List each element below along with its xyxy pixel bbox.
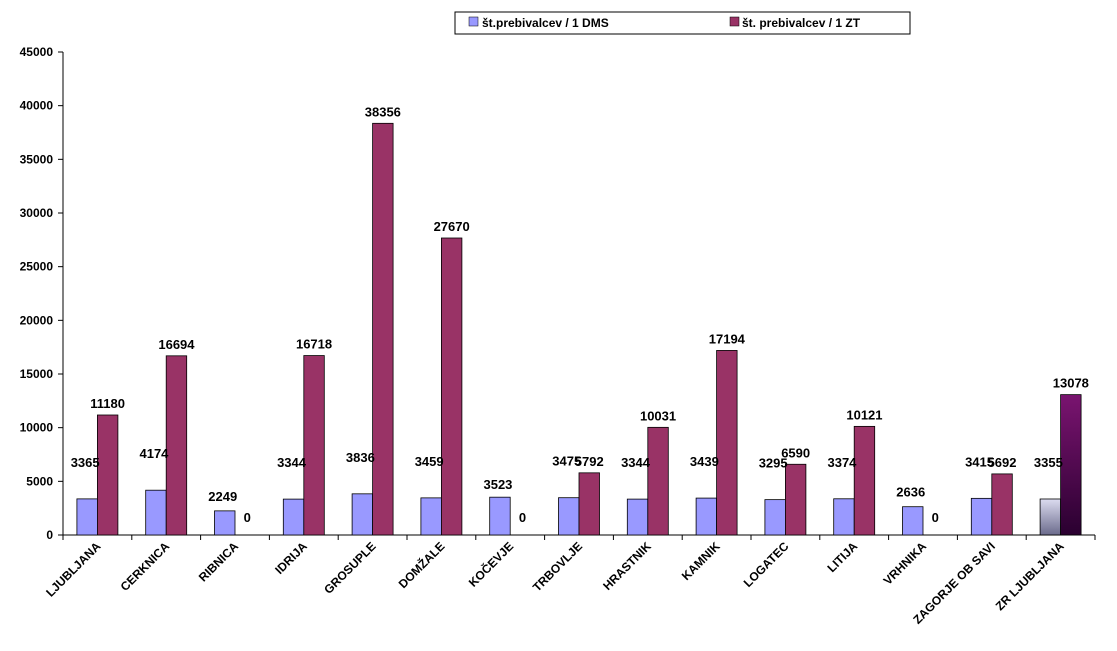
data-label-dms: 3365: [71, 455, 100, 470]
data-label-dms: 3374: [827, 455, 857, 470]
bar-zt: [97, 414, 119, 536]
bar-zt: [785, 463, 807, 536]
x-category-label: KOČEVJE: [465, 539, 516, 590]
x-category-label: GROSUPLE: [321, 539, 379, 597]
data-label-dms: 3295: [759, 456, 788, 471]
y-tick-label: 15000: [20, 367, 54, 381]
data-label-zt: 38356: [365, 104, 401, 119]
data-label-zt: 16694: [158, 337, 195, 352]
bar-zt: [647, 426, 669, 536]
data-label-zt: 10121: [846, 407, 882, 422]
data-label-dms: 3415: [965, 454, 994, 469]
bar-dms: [970, 497, 993, 536]
x-category-label: LJUBLJANA: [43, 539, 104, 600]
bar-zt: [578, 472, 600, 536]
data-label-dms: 3439: [690, 454, 719, 469]
x-category-label: ZR LJUBLJANA: [993, 539, 1067, 613]
data-label-dms: 2249: [208, 489, 237, 504]
bar-dms: [1039, 498, 1061, 536]
data-label-zt: 10031: [640, 408, 676, 423]
bar-dms: [145, 489, 167, 536]
data-label-dms: 3344: [621, 455, 651, 470]
bar-zt: [853, 425, 876, 536]
legend-label-dms: št.prebivalcev / 1 DMS: [482, 16, 609, 30]
x-axis: LJUBLJANA CERKNICA RIBNICA IDRIJA GROSUPLE DO…: [43, 534, 1096, 627]
bar-zt: [372, 122, 394, 536]
data-label-dms: 3344: [277, 455, 307, 470]
bars-group: [76, 122, 1082, 536]
bar-dms: [282, 498, 305, 536]
y-tick-label: 30000: [20, 206, 54, 220]
bar-dms: [76, 498, 98, 536]
x-category-label: VRHNIKA: [881, 539, 930, 588]
y-tick-label: 40000: [20, 99, 54, 113]
y-tick-label: 20000: [20, 313, 54, 327]
data-label-dms: 2636: [896, 485, 925, 500]
y-tick-label: 35000: [20, 152, 54, 166]
legend-swatch-zt: [729, 16, 740, 27]
y-tick-label: 25000: [20, 260, 54, 274]
bar-zt: [303, 355, 325, 536]
x-category-label: CERKNICA: [118, 539, 173, 594]
y-tick-label: 0: [46, 528, 53, 542]
y-tick-label: 45000: [20, 45, 54, 59]
data-label-zt: 17194: [709, 331, 746, 346]
data-label-zt: 13078: [1053, 376, 1089, 391]
data-label-dms: 3836: [346, 450, 375, 465]
x-category-label: DOMŽALE: [395, 539, 448, 592]
data-label-zt: 27670: [434, 219, 470, 234]
data-label-zt: 0: [932, 510, 939, 525]
legend-box: [454, 11, 911, 35]
data-labels-group: 3365 11180 4174 16694 2249 0 3344 16718 3836 3835…: [71, 104, 1089, 525]
x-category-label: KAMNIK: [679, 539, 723, 583]
bar-dms: [351, 493, 374, 536]
bar-zt: [1060, 394, 1082, 536]
bar-dms: [489, 496, 511, 536]
bar-zt: [165, 355, 188, 536]
data-label-dms: 3475: [552, 454, 581, 469]
y-tick-label: 5000: [26, 474, 53, 488]
bar-zt: [440, 237, 463, 536]
y-tick-label: 10000: [20, 421, 54, 435]
bar-dms: [214, 510, 236, 536]
data-label-dms: 3355: [1034, 455, 1063, 470]
bar-zt: [716, 350, 738, 536]
x-category-label: TRBOVLJE: [530, 539, 585, 594]
x-category-label: RIBNICA: [196, 539, 241, 584]
data-label-dms: 3523: [483, 477, 512, 492]
bar-dms: [764, 499, 786, 536]
data-label-zt: 16718: [296, 337, 332, 352]
data-label-zt: 0: [519, 510, 526, 525]
bar-dms: [695, 497, 717, 536]
bar-dms: [558, 497, 580, 536]
legend-label-zt: št. prebivalcev / 1 ZT: [742, 16, 861, 30]
bar-dms: [626, 498, 649, 536]
x-category-label: HRASTNIK: [600, 539, 654, 593]
data-label-zt: 5692: [988, 455, 1017, 470]
data-label-dms: 4174: [139, 446, 169, 461]
data-label-zt: 5792: [575, 454, 604, 469]
data-label-zt: 0: [244, 510, 251, 525]
legend: št.prebivalcev / 1 DMS št. prebivalcev /…: [454, 11, 911, 35]
x-category-label: LOGATEC: [741, 539, 792, 590]
data-label-zt: 6590: [781, 445, 810, 460]
y-axis: 0 5000 10000 15000 20000 25000 30000 35000 40000…: [20, 45, 64, 542]
data-label-dms: 3459: [415, 454, 444, 469]
bar-dms: [902, 506, 924, 536]
bar-dms: [833, 498, 855, 536]
bar-zt: [991, 473, 1013, 536]
x-category-label: LITIJA: [824, 539, 860, 575]
legend-swatch-dms: [468, 16, 479, 27]
x-category-label: IDRIJA: [272, 539, 310, 577]
data-label-zt: 11180: [90, 396, 125, 411]
bar-dms: [420, 497, 442, 536]
